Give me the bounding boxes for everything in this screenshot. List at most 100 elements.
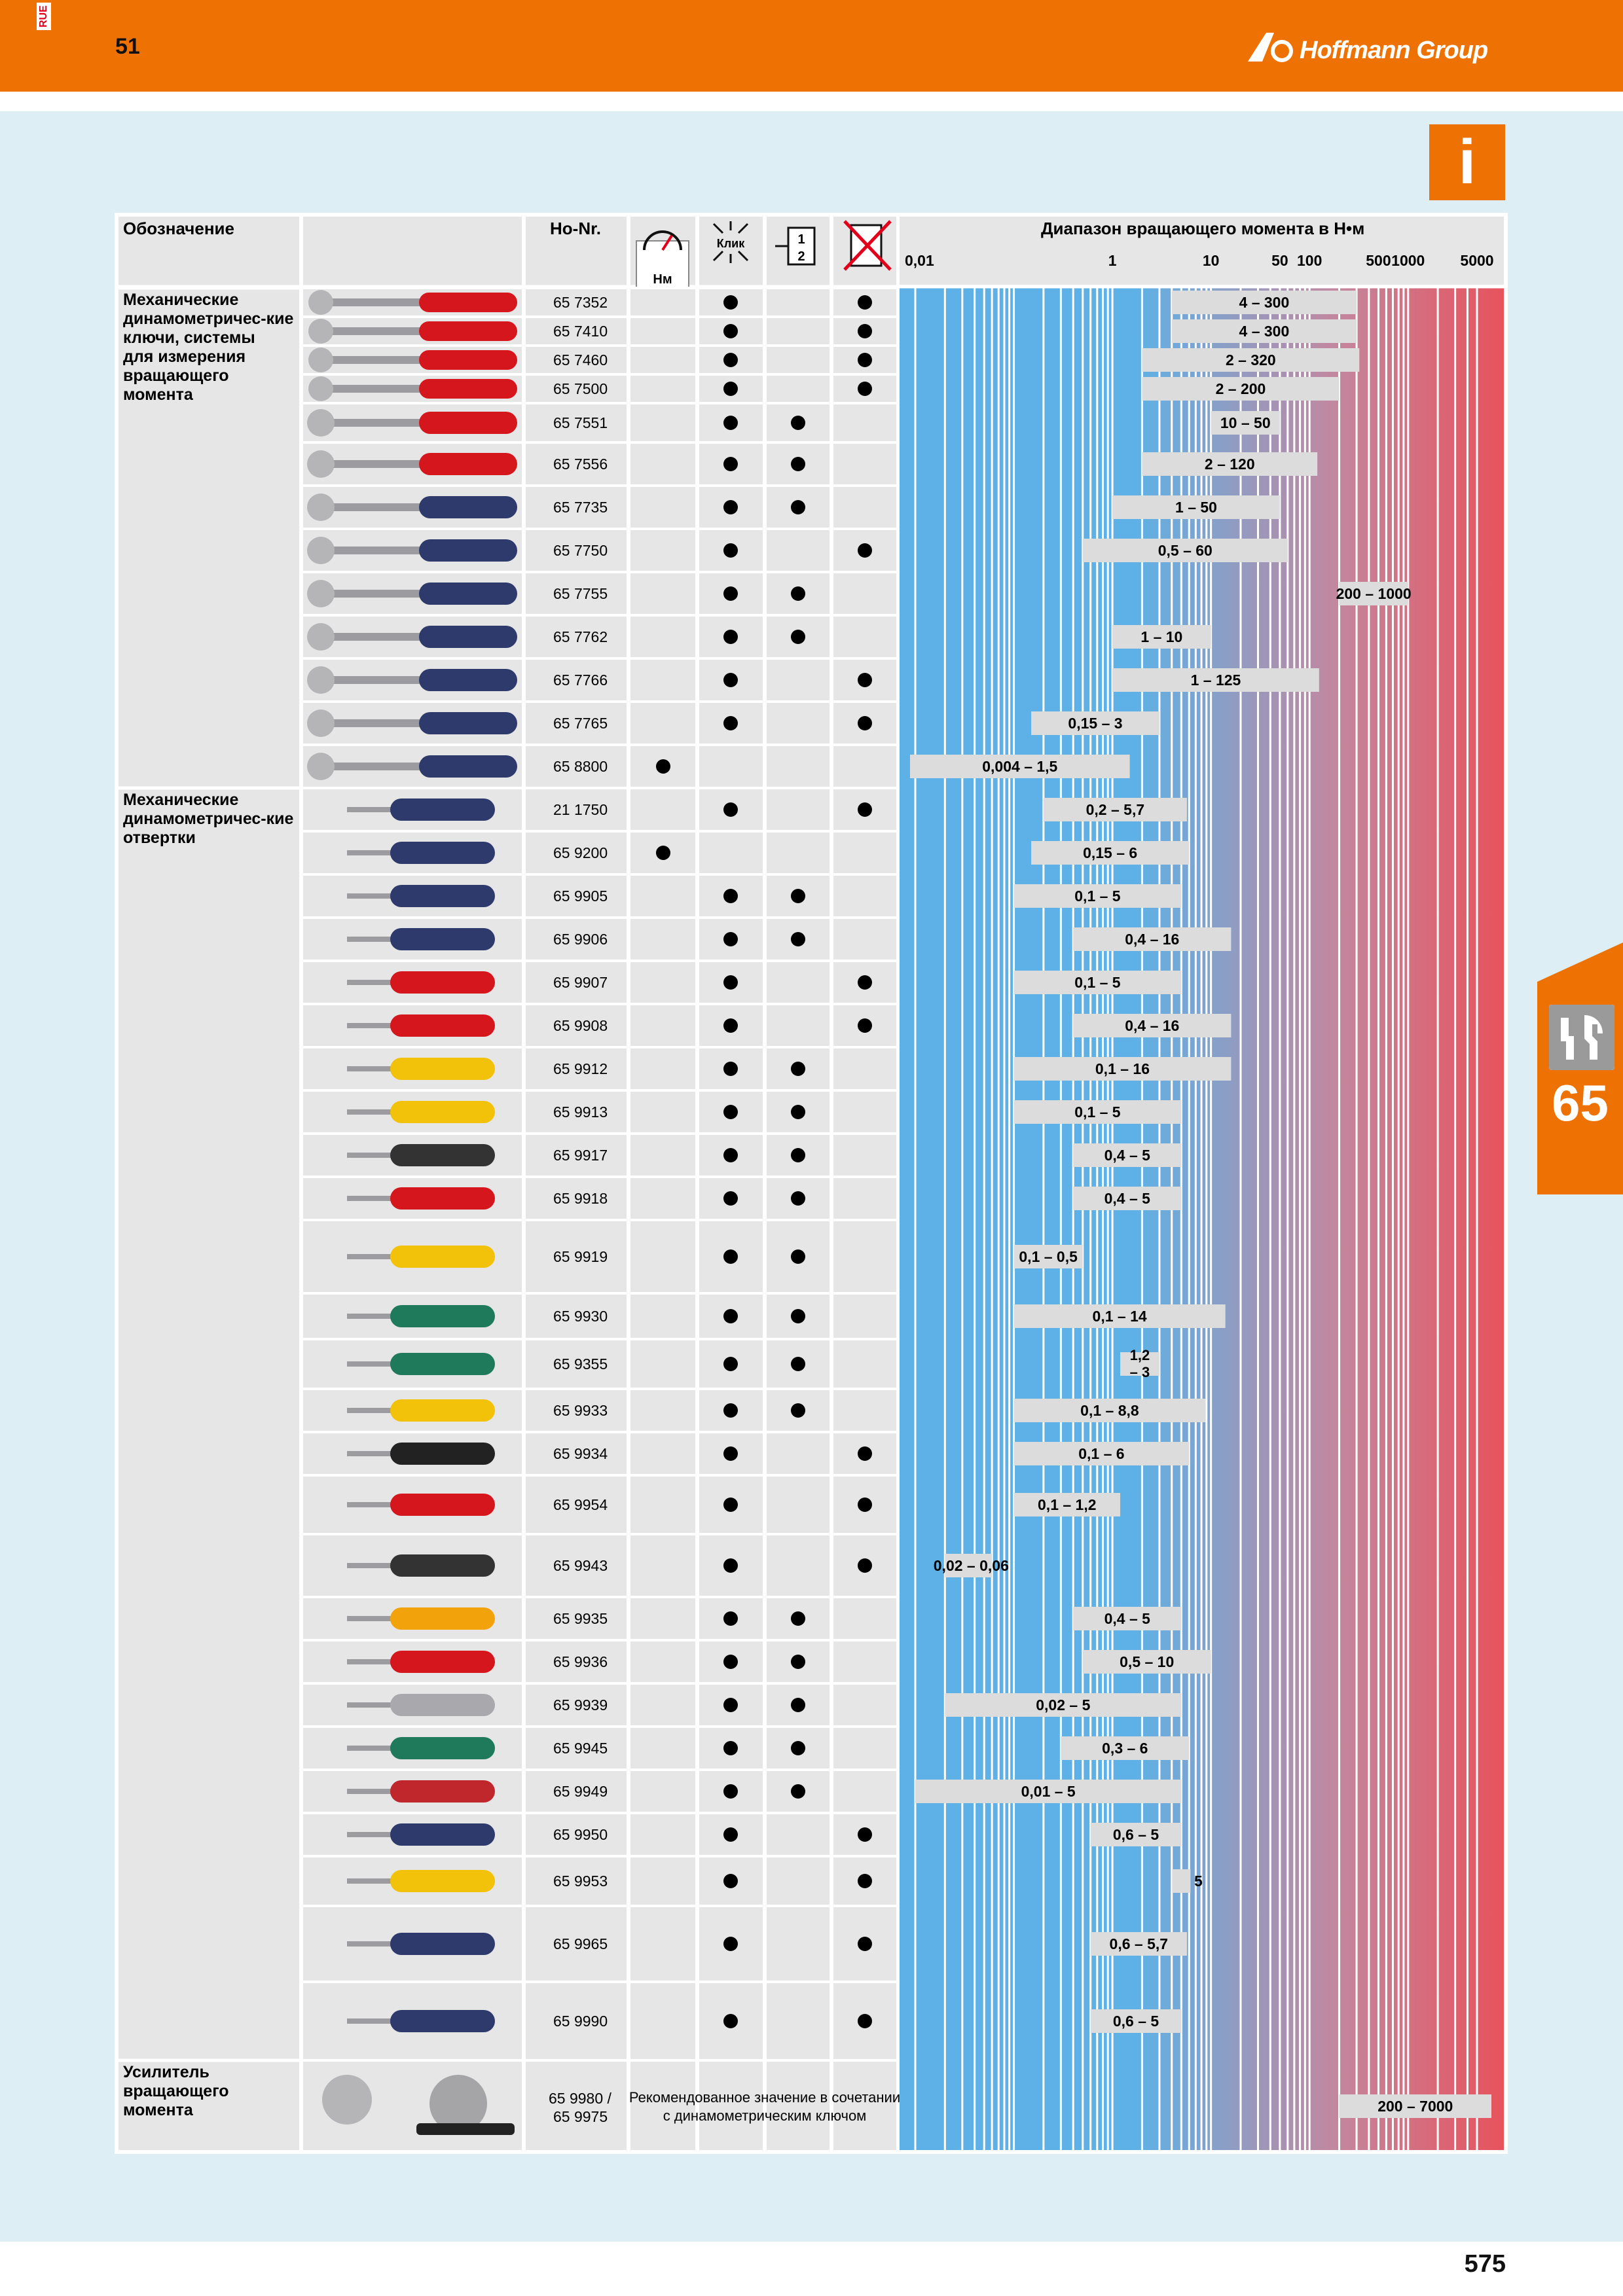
product-image [347,928,495,950]
scale-tick-label: 1 [1108,252,1117,269]
ho-nr: 65 7551 [553,414,608,431]
scale-tick-label: 5000 [1460,252,1493,269]
product-image [307,709,517,737]
product-image [347,1737,495,1759]
product-image [347,971,495,994]
svg-text:2: 2 [797,249,805,264]
range-bar [910,755,1130,778]
table-row: 65 9990 0,6 – 5 [301,1981,1182,2033]
product-image [308,319,517,344]
ho-nr: 65 9954 [553,1496,608,1513]
ho-nr: 65 7762 [553,628,608,645]
range-label: 0,1 – 14 [1093,1308,1147,1325]
click-marker [723,324,738,338]
table-column-fill [630,217,695,2150]
product-image [347,1443,495,1465]
range-bar [1073,927,1231,951]
no-overload-marker [858,324,872,338]
range-bar [1061,1736,1190,1760]
product-image [347,1144,495,1166]
ho-nr: 65 7410 [553,323,608,340]
click-marker [723,1403,738,1418]
range-bar [1013,1399,1206,1422]
scale-marker [791,1357,805,1371]
range-label: 0,15 – 3 [1068,715,1122,732]
table-row: 65 9980 /65 9975 Рекомендованное значение… [301,2059,1491,2135]
click-marker [723,1446,738,1461]
range-bar [1112,668,1319,692]
product-image [347,1651,495,1673]
range-bar [1172,1869,1191,1893]
click-marker [723,1062,738,1076]
ho-nr: 65 9980 /65 9975 [549,2090,612,2125]
product-image [347,1305,495,1327]
scale-marker [791,1062,805,1076]
range-label: 0,1 – 5 [1074,974,1121,991]
table-row: 65 7551 10 – 50 [301,402,1280,437]
ho-nr: 65 9933 [553,1402,608,1419]
table-row: 65 9939 0,02 – 5 [301,1682,1182,1717]
ho-nr: 65 9936 [553,1653,608,1670]
no-overload-marker [858,353,872,367]
table-row: 65 9913 0,1 – 5 [301,1089,1182,1124]
hoffmann-logo-icon [1248,33,1293,62]
group-block: Усилитель вращающего момента [117,2058,301,2119]
range-bar [1043,798,1187,821]
range-bar [1013,884,1182,908]
click-marker [723,1148,738,1162]
ho-nr: 65 9908 [553,1017,608,1034]
click-marker [723,673,738,687]
table-row: 65 9355 1,2– 3 [301,1338,1159,1380]
range-bar [1339,582,1408,605]
scale-marker [791,1698,805,1712]
click-marker [723,1827,738,1842]
product-image [307,450,517,478]
scale-marker [791,889,805,903]
ho-nr: 65 9906 [553,931,608,948]
click-marker [723,1698,738,1712]
range-label: 0,4 – 5 [1104,1190,1151,1207]
product-image [307,409,517,437]
table-column-fill [833,217,896,2150]
ho-nr: 65 7352 [553,294,608,311]
range-label: 0,5 – 60 [1158,542,1213,559]
product-image [308,376,517,401]
brand-name: Hoffmann Group [1300,37,1488,64]
table-row: 65 9934 0,1 – 6 [301,1431,1190,1465]
product-image [307,537,517,564]
click-marker [723,932,738,946]
table-column-fill [526,217,627,2150]
product-image [347,1554,495,1577]
range-bar [1142,348,1360,372]
table-row: 65 9954 0,1 – 1,2 [301,1474,1121,1516]
scale-tick-label: 100 [1297,252,1322,269]
range-label: 4 – 300 [1239,323,1290,340]
range-bar [1112,495,1280,519]
range-label: 1 – 50 [1175,499,1217,516]
range-label: 0,02 – 5 [1036,1696,1090,1713]
product-image [308,348,517,372]
range-label: 0,15 – 6 [1083,844,1137,861]
nm-gauge-icon: Нм [636,230,689,289]
click-marker [723,889,738,903]
table-row: 65 9935 0,4 – 5 [301,1596,1182,1630]
table-header: Обозначение Ho-Nr. Диапазон вращающего мом… [123,219,1364,238]
ho-nr: 65 9919 [553,1248,608,1265]
ho-nr: 65 7766 [553,672,608,689]
range-label: 0,6 – 5 [1113,2013,1159,2030]
chart-header-fill [900,217,1504,285]
table-row: 65 8800 0,004 – 1,5 [301,744,1130,780]
no-overload-marker [858,1558,872,1573]
table-row: 65 9933 0,1 – 8,8 [301,1388,1206,1422]
scale-marker [791,1741,805,1755]
click-marker [723,1784,738,1799]
ho-nr: 65 7735 [553,499,608,516]
table-row: 65 7410 4 – 300 [301,315,1357,344]
range-label: 0,2 – 5,7 [1086,801,1145,818]
range-label: 0,1 – 5 [1074,888,1121,905]
ho-nr: 65 8800 [553,758,608,775]
range-label: 0,4 – 5 [1104,1147,1151,1164]
click-marker [723,1018,738,1033]
range-label: 0,01 – 5 [1021,1783,1076,1800]
